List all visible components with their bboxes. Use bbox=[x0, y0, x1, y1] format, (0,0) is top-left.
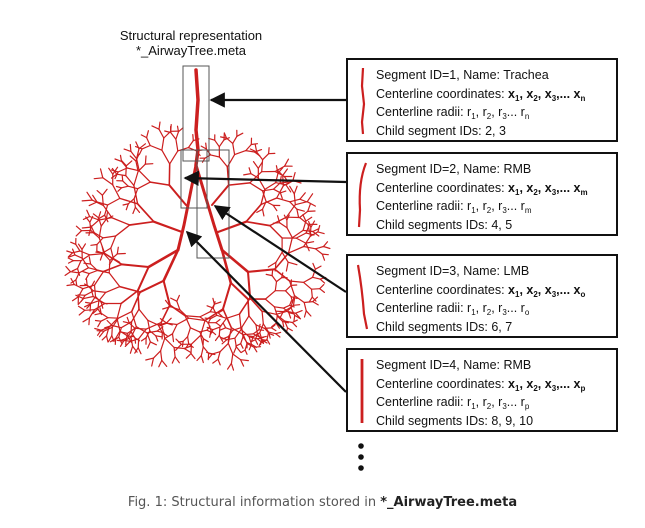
figure-caption: Fig. 1: Structural information stored in… bbox=[0, 495, 645, 510]
segment-2-radii-line: Centerline radii: r1, r2, r3... rm bbox=[376, 199, 532, 215]
airway-tree-image bbox=[64, 68, 331, 371]
trachea-selection-box bbox=[182, 65, 210, 162]
arrow-segment-2 bbox=[183, 170, 347, 187]
segment-3-radii-line: Centerline radii: r1, r2, r3... ro bbox=[376, 301, 530, 317]
segment-2-thumbnail bbox=[357, 162, 368, 228]
segment-4-coords-line: Centerline coordinates: x1, x2, x3,... x… bbox=[376, 376, 586, 393]
segment-1-radii-line: Centerline radii: r1, r2, r3... rn bbox=[376, 105, 530, 121]
segment-box-2: Segment ID=2, Name: RMB Centerline coord… bbox=[346, 152, 618, 236]
caption-prefix: Fig. 1: Structural information stored in bbox=[127, 495, 381, 510]
segment-1-children-line: Child segment IDs: 2, 3 bbox=[376, 123, 506, 138]
caption-filename: *_AirwayTree.meta bbox=[380, 495, 518, 510]
heading-line-1: Structural representation bbox=[119, 28, 263, 43]
diagram-heading: Structural representation *_AirwayTree.m… bbox=[96, 28, 286, 58]
segment-box-1: Segment ID=1, Name: Trachea Centerline c… bbox=[346, 58, 618, 142]
segment-3-coords-line: Centerline coordinates: x1, x2, x3,... x… bbox=[376, 282, 586, 299]
segment-3-thumbnail bbox=[356, 264, 369, 330]
arrow-segment-3 bbox=[213, 205, 347, 293]
segment-3-id-line: Segment ID=3, Name: LMB bbox=[376, 264, 530, 278]
segment-box-4: Segment ID=4, Name: RMB Centerline coord… bbox=[346, 348, 618, 432]
continuation-ellipsis bbox=[358, 443, 364, 471]
segment-2-children-line: Child segments IDs: 4, 5 bbox=[376, 217, 513, 232]
segment-4-children-line: Child segments IDs: 8, 9, 10 bbox=[376, 413, 534, 428]
heading-line-2: *_AirwayTree.meta bbox=[135, 43, 247, 58]
segment-4-radii-line: Centerline radii: r1, r2, r3... rp bbox=[376, 395, 530, 411]
segment-box-3: Segment ID=3, Name: LMB Centerline coord… bbox=[346, 254, 618, 338]
segment-1-id-line: Segment ID=1, Name: Trachea bbox=[376, 68, 549, 82]
segment-4-thumbnail bbox=[360, 359, 364, 423]
segment-1-thumbnail bbox=[360, 67, 366, 135]
segment-2-coords-line: Centerline coordinates: x1, x2, x3,... x… bbox=[376, 180, 588, 197]
segment-1-coords-line: Centerline coordinates: x1, x2, x3,... x… bbox=[376, 86, 586, 103]
segment-4-id-line: Segment ID=4, Name: RMB bbox=[376, 358, 532, 372]
arrow-segment-4 bbox=[185, 230, 347, 393]
segment-2-id-line: Segment ID=2, Name: RMB bbox=[376, 162, 532, 176]
segment-3-children-line: Child segments IDs: 6, 7 bbox=[376, 319, 513, 334]
